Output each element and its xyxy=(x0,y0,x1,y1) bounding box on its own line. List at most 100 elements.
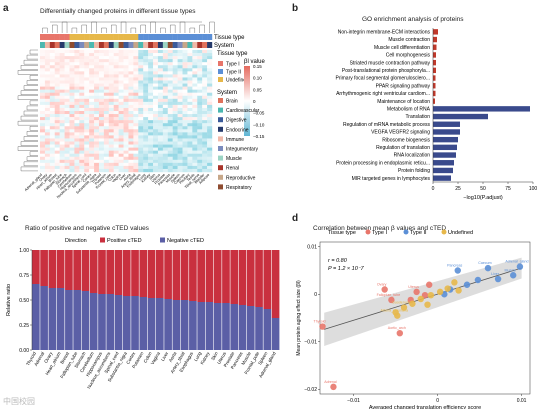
heatmap-cell xyxy=(74,135,80,139)
heatmap-cell xyxy=(187,92,193,96)
heatmap-cell xyxy=(79,150,85,154)
heatmap-cell xyxy=(133,65,139,69)
heatmap-cell xyxy=(79,95,85,99)
heatmap-cells xyxy=(40,50,213,173)
heatmap-cell xyxy=(172,168,178,173)
heatmap-cell xyxy=(202,68,208,72)
legend-tissue-swatch xyxy=(218,61,223,66)
heatmap-cell xyxy=(148,144,154,148)
heatmap-cell xyxy=(59,132,65,136)
heatmap-cell xyxy=(59,114,65,118)
go-term-label: Striated muscle contraction pathway xyxy=(350,60,431,66)
heatmap-cell xyxy=(157,111,164,115)
ratio-bar-positive xyxy=(114,250,123,295)
heatmap-cell xyxy=(157,117,164,121)
heatmap-cell xyxy=(54,104,60,109)
heatmap-cell xyxy=(98,168,105,173)
heatmap-cell xyxy=(79,144,85,148)
heatmap-cell xyxy=(128,150,134,154)
heatmap-cell xyxy=(54,62,60,66)
heatmap-cell xyxy=(44,98,51,103)
heatmap-cell xyxy=(192,162,198,167)
ratio-category-label: Muscle xyxy=(240,351,252,366)
heatmap-cell xyxy=(103,153,109,157)
heatmap-cell xyxy=(162,111,168,115)
heatmap-cell xyxy=(64,62,70,66)
heatmap-cell xyxy=(49,126,55,130)
heatmap-cell xyxy=(177,141,183,145)
heatmap-cell xyxy=(103,126,109,130)
scatter-point xyxy=(413,288,420,296)
heatmap-cell xyxy=(74,50,80,54)
heatmap-cell xyxy=(74,132,80,136)
heatmap-cell xyxy=(197,65,203,69)
heatmap-cell xyxy=(192,159,198,164)
heatmap-cell xyxy=(113,65,119,69)
heatmap-cell xyxy=(84,77,90,81)
heatmap-cell xyxy=(128,135,134,139)
heatmap-cell xyxy=(167,162,173,167)
heatmap-cell xyxy=(49,107,55,112)
heatmap-cell xyxy=(153,80,159,84)
scatter-point-label: Liver xyxy=(491,272,500,276)
heatmap-cell xyxy=(167,156,173,160)
heatmap-cell xyxy=(133,147,139,151)
heatmap-cell xyxy=(167,132,173,136)
heatmap-cell xyxy=(113,114,119,118)
heatmap-cell xyxy=(202,156,208,160)
heatmap-cell xyxy=(167,50,173,54)
heatmap-cell xyxy=(49,123,55,127)
heatmap-cell xyxy=(143,147,149,151)
heatmap-cell xyxy=(89,77,95,81)
heatmap-cell xyxy=(74,138,80,142)
heatmap-cell xyxy=(128,132,134,136)
heatmap-cell xyxy=(84,120,90,124)
heatmap-cell xyxy=(69,95,75,99)
heatmap-cell xyxy=(123,162,129,167)
heatmap-cell xyxy=(44,117,51,121)
heatmap-cell xyxy=(162,80,168,84)
ratio-bar-negative xyxy=(40,286,48,350)
heatmap-cell xyxy=(79,62,85,66)
heatmap-cell xyxy=(59,107,65,112)
scatter-x-tick-label: −0.01 xyxy=(347,398,360,404)
heatmap-cell xyxy=(128,144,134,148)
heatmap-cell xyxy=(49,86,55,90)
scatter-y-tick-label: 0 xyxy=(314,292,317,298)
heatmap-cell xyxy=(202,141,208,145)
heatmap-cell xyxy=(94,138,100,142)
tissue-type-cell xyxy=(59,34,65,40)
heatmap-cell xyxy=(74,56,80,60)
heatmap-cell xyxy=(182,83,188,87)
heatmap-cell xyxy=(153,62,159,66)
heatmap-cell xyxy=(128,77,134,81)
heatmap-cell xyxy=(172,120,178,124)
heatmap-cell xyxy=(113,95,119,99)
heatmap-cell xyxy=(172,129,178,133)
heatmap-cell xyxy=(118,59,124,63)
heatmap-cell xyxy=(197,92,203,96)
scatter-point xyxy=(427,292,435,299)
heatmap-cell xyxy=(143,62,149,66)
heatmap-cell xyxy=(79,107,85,112)
heatmap-cell xyxy=(44,62,51,66)
heatmap-cell xyxy=(69,126,75,130)
heatmap-cell xyxy=(84,83,90,87)
heatmap-cell xyxy=(133,86,139,90)
go-x-axis-label: −log10(P.adjust) xyxy=(463,195,503,201)
heatmap-cell xyxy=(177,92,183,96)
heatmap-cell xyxy=(118,144,124,148)
heatmap-cell xyxy=(202,59,208,63)
heatmap-cell xyxy=(69,74,75,78)
heatmap-cell xyxy=(108,71,114,75)
heatmap-cell xyxy=(89,117,95,121)
heatmap-cell xyxy=(187,138,193,142)
heatmap-cell xyxy=(69,144,75,148)
heatmap-cell xyxy=(148,132,154,136)
heatmap-cell xyxy=(153,144,159,148)
heatmap-cell xyxy=(177,135,183,139)
heatmap-cell xyxy=(74,101,80,106)
heatmap-cell xyxy=(69,101,75,106)
scatter-point xyxy=(424,301,431,308)
legend-system-label: Integumentary xyxy=(226,147,258,153)
